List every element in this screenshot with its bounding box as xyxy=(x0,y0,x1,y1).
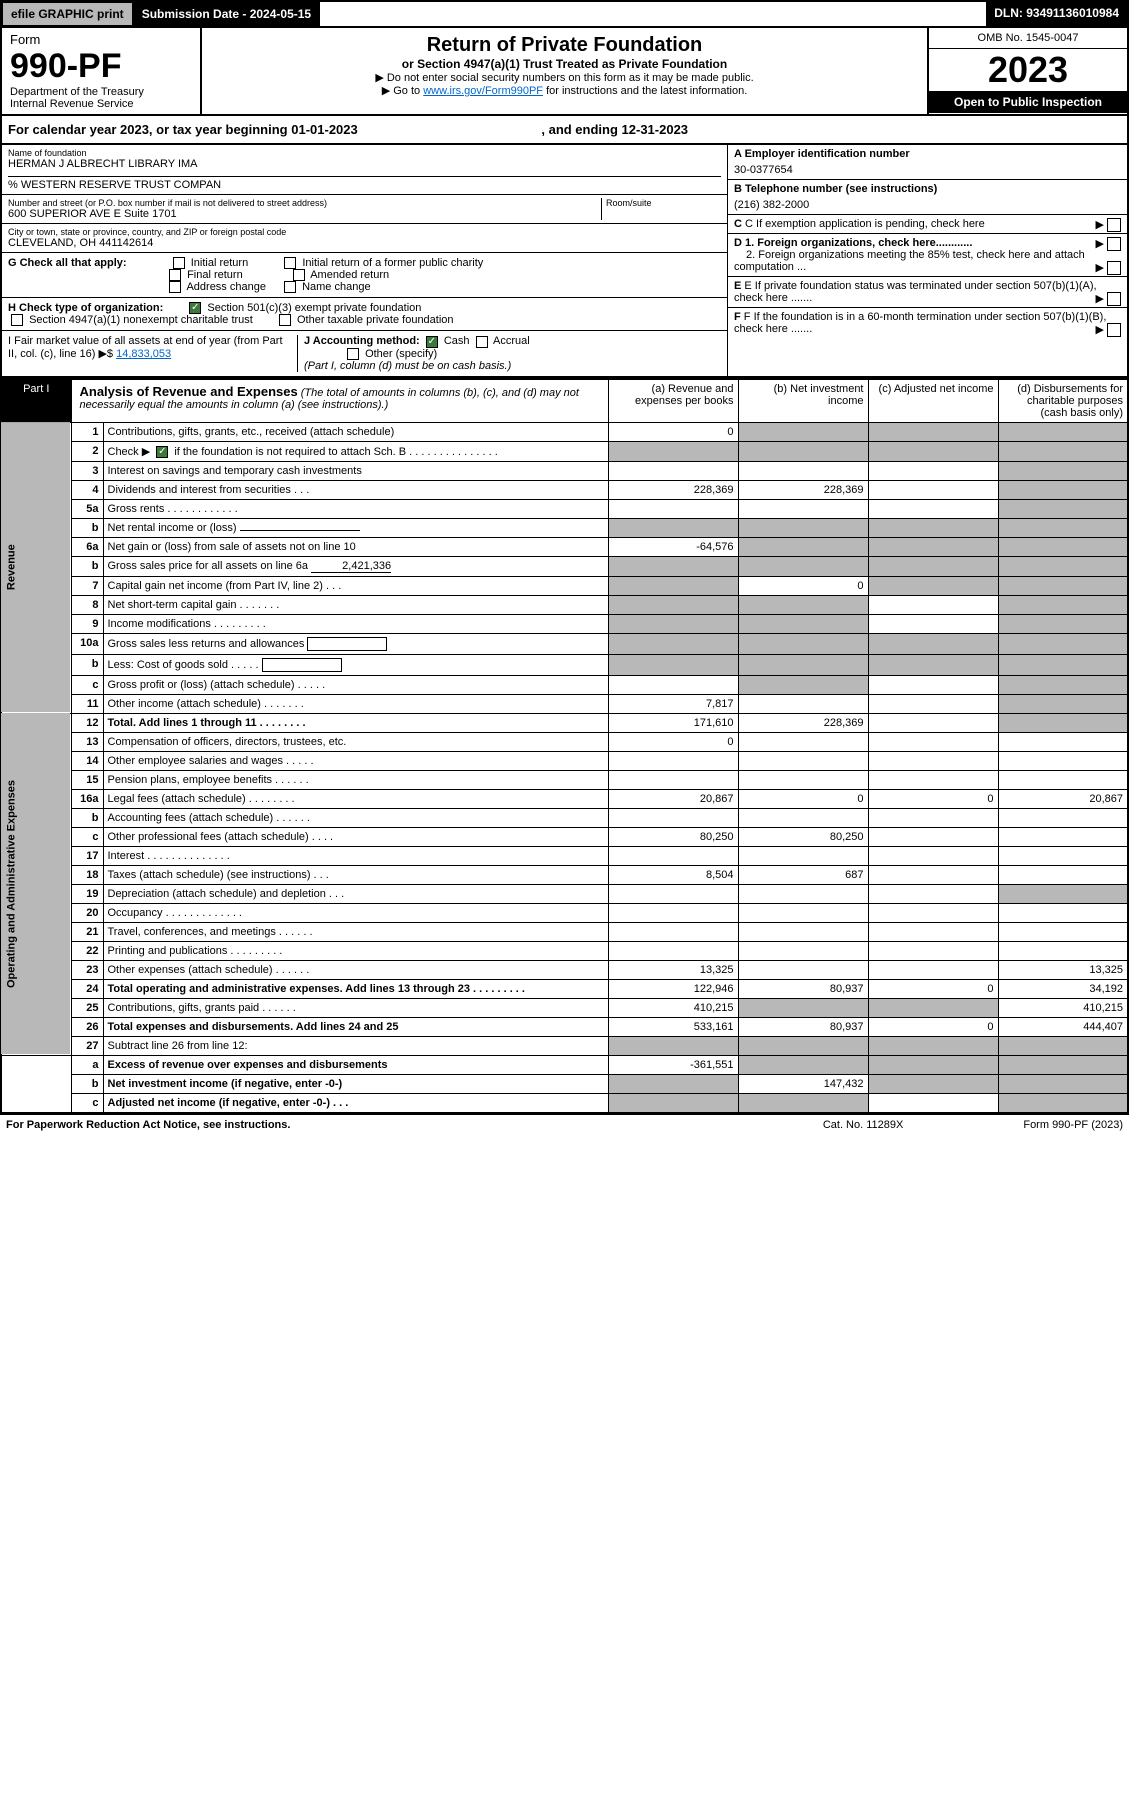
form-header: Form 990-PF Department of the Treasury I… xyxy=(0,28,1129,116)
4947a1-checkbox[interactable] xyxy=(11,314,23,326)
foundation-name: HERMAN J ALBRECHT LIBRARY IMA xyxy=(8,158,721,170)
col-b-header: (b) Net investment income xyxy=(738,379,868,423)
dept-label: Department of the Treasury xyxy=(10,86,192,98)
d1-checkbox[interactable] xyxy=(1107,237,1121,251)
open-to-public: Open to Public Inspection xyxy=(929,91,1127,113)
col-c-header: (c) Adjusted net income xyxy=(868,379,998,423)
tax-year: 2023 xyxy=(929,49,1127,91)
final-return-checkbox[interactable] xyxy=(169,269,181,281)
name-change-checkbox[interactable] xyxy=(284,281,296,293)
h-section: H Check type of organization: Section 50… xyxy=(2,298,727,331)
amended-return-checkbox[interactable] xyxy=(293,269,305,281)
col-d-header: (d) Disbursements for charitable purpose… xyxy=(998,379,1128,423)
d2-checkbox[interactable] xyxy=(1107,261,1121,275)
irs-label: Internal Revenue Service xyxy=(10,98,192,110)
form-title: Return of Private Foundation xyxy=(208,34,921,57)
efile-print-button[interactable]: efile GRAPHIC print xyxy=(2,2,133,26)
instruction-1: ▶ Do not enter social security numbers o… xyxy=(208,71,921,84)
initial-former-checkbox[interactable] xyxy=(284,257,296,269)
accrual-checkbox[interactable] xyxy=(476,336,488,348)
c-section: C C If exemption application is pending,… xyxy=(728,215,1127,234)
other-taxable-checkbox[interactable] xyxy=(279,314,291,326)
form-number: 990-PF xyxy=(10,47,192,86)
dln-label: DLN: 93491136010984 xyxy=(986,2,1127,26)
501c3-checkbox[interactable] xyxy=(189,302,201,314)
g-section: G Check all that apply: Initial return I… xyxy=(2,253,727,298)
city-label: City or town, state or province, country… xyxy=(8,227,721,237)
cash-checkbox[interactable] xyxy=(426,336,438,348)
irs-link[interactable]: www.irs.gov/Form990PF xyxy=(423,85,543,97)
address-change-checkbox[interactable] xyxy=(169,281,181,293)
initial-return-checkbox[interactable] xyxy=(173,257,185,269)
phone-label: B Telephone number (see instructions) xyxy=(734,183,937,195)
form-subtitle: or Section 4947(a)(1) Trust Treated as P… xyxy=(208,57,921,71)
f-checkbox[interactable] xyxy=(1107,323,1121,337)
revenue-side-label: Revenue xyxy=(1,422,71,713)
calendar-year-row: For calendar year 2023, or tax year begi… xyxy=(0,116,1129,145)
part1-table: Part I Analysis of Revenue and Expenses … xyxy=(0,378,1129,1114)
entity-info: Name of foundation HERMAN J ALBRECHT LIB… xyxy=(0,145,1129,378)
phone-value: (216) 382-2000 xyxy=(734,199,1121,211)
care-of: % WESTERN RESERVE TRUST COMPAN xyxy=(8,176,721,191)
expenses-side-label: Operating and Administrative Expenses xyxy=(1,713,71,1055)
addr-label: Number and street (or P.O. box number if… xyxy=(8,198,601,208)
e-section: E E If private foundation status was ter… xyxy=(728,277,1127,308)
paperwork-notice: For Paperwork Reduction Act Notice, see … xyxy=(6,1119,290,1131)
other-method-checkbox[interactable] xyxy=(347,348,359,360)
i-j-section: I Fair market value of all assets at end… xyxy=(2,331,727,375)
page-footer: For Paperwork Reduction Act Notice, see … xyxy=(0,1114,1129,1135)
catalog-number: Cat. No. 11289X xyxy=(823,1119,904,1131)
e-checkbox[interactable] xyxy=(1107,292,1121,306)
room-label: Room/suite xyxy=(606,198,721,208)
sch-b-checkbox[interactable] xyxy=(156,446,168,458)
form-label: Form xyxy=(10,32,192,47)
omb-number: OMB No. 1545-0047 xyxy=(929,28,1127,49)
submission-date: Submission Date - 2024-05-15 xyxy=(133,2,320,26)
d-section: D 1. Foreign organizations, check here..… xyxy=(728,234,1127,277)
street-address: 600 SUPERIOR AVE E Suite 1701 xyxy=(8,208,601,220)
instruction-2: ▶ Go to www.irs.gov/Form990PF for instru… xyxy=(208,84,921,97)
top-bar: efile GRAPHIC print Submission Date - 20… xyxy=(0,0,1129,28)
col-a-header: (a) Revenue and expenses per books xyxy=(608,379,738,423)
f-section: F F If the foundation is in a 60-month t… xyxy=(728,308,1127,338)
part1-tab: Part I xyxy=(1,379,71,423)
c-checkbox[interactable] xyxy=(1107,218,1121,232)
fmv-value: 14,833,053 xyxy=(116,348,171,360)
form-reference: Form 990-PF (2023) xyxy=(1023,1119,1123,1131)
name-label: Name of foundation xyxy=(8,148,721,158)
ein-label: A Employer identification number xyxy=(734,148,910,160)
city-value: CLEVELAND, OH 441142614 xyxy=(8,237,721,249)
ein-value: 30-0377654 xyxy=(734,164,1121,176)
